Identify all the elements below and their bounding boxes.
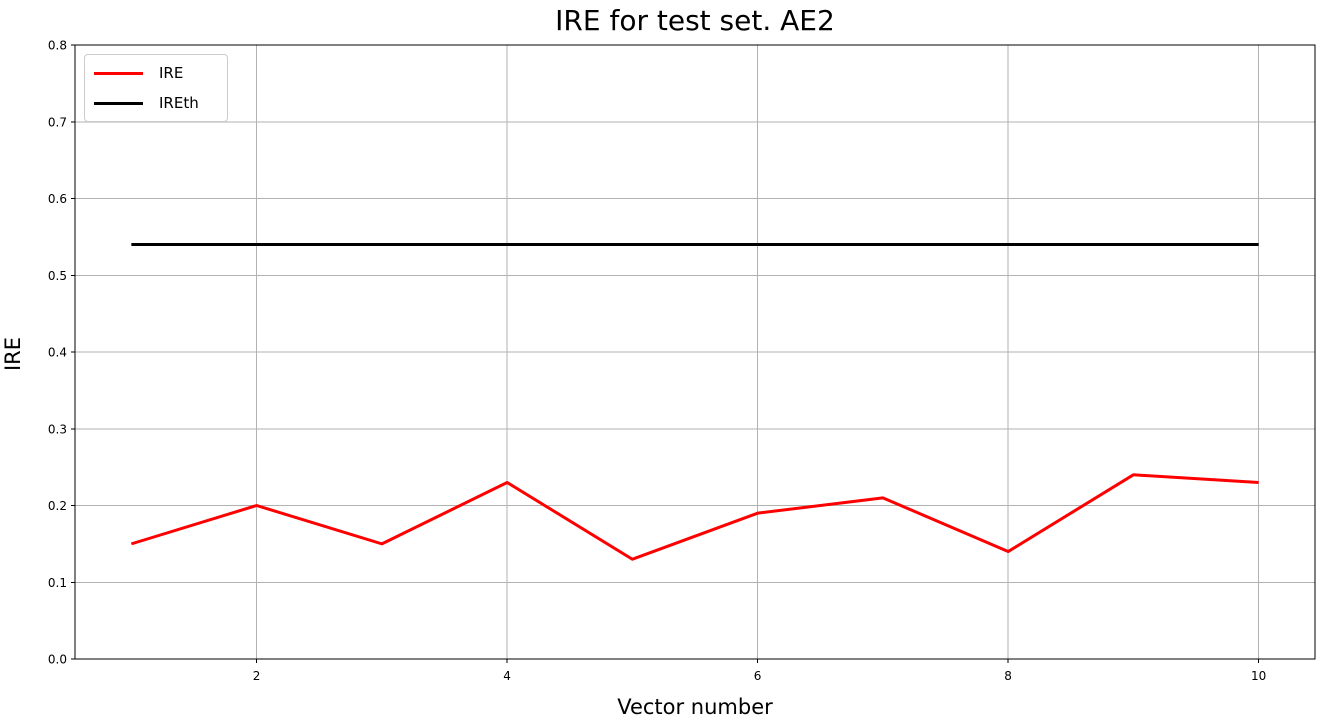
legend-item-ire: IRE <box>94 58 227 88</box>
x-tick-label: 6 <box>754 669 762 683</box>
y-tick-label: 0.4 <box>48 346 67 360</box>
y-tick-label: 0.1 <box>48 576 67 590</box>
y-tick-label: 0.0 <box>48 653 67 667</box>
y-tick-label: 0.3 <box>48 422 67 436</box>
y-tick-label: 0.7 <box>48 115 67 129</box>
legend: IRE IREth <box>84 54 228 122</box>
x-tick-label: 4 <box>503 669 511 683</box>
legend-line-swatch <box>94 101 143 105</box>
x-tick-label: 8 <box>1004 669 1012 683</box>
y-tick-label: 0.6 <box>48 192 67 206</box>
y-tick-label: 0.5 <box>48 269 67 283</box>
y-tick-label: 0.8 <box>48 39 67 53</box>
x-axis-label: Vector number <box>617 695 773 719</box>
legend-label: IREth <box>159 94 199 112</box>
chart-title: IRE for test set. AE2 <box>555 4 835 37</box>
series-line-ire <box>130 473 1259 561</box>
legend-label: IRE <box>159 64 184 82</box>
legend-line-swatch <box>94 71 143 75</box>
x-tick-label: 10 <box>1251 669 1266 683</box>
x-tick-label: 2 <box>253 669 261 683</box>
legend-item-ireth: IREth <box>94 88 227 118</box>
y-tick-label: 0.2 <box>48 499 67 513</box>
y-axis-label: IRE <box>1 336 25 372</box>
